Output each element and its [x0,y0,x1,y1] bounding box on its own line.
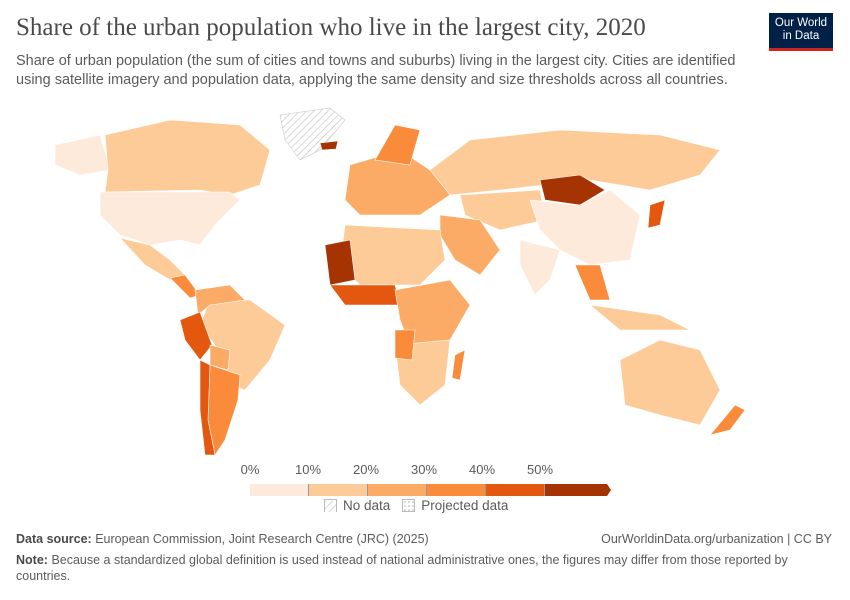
country-china[interactable] [529,189,641,266]
country-peru[interactable] [179,311,213,361]
no-data-label: No data [343,498,391,513]
country-madagascar[interactable] [451,349,466,381]
country-new-zealand[interactable] [709,404,746,436]
country-bolivia[interactable] [209,344,231,371]
owid-logo[interactable]: Our World in Data [769,13,833,51]
legend-bin[interactable] [368,484,427,496]
legend-bin[interactable] [545,484,603,496]
world-map[interactable] [0,100,850,460]
country-australia[interactable] [619,339,721,426]
region-north-africa[interactable] [339,224,446,286]
region-gulf-of-guinea[interactable] [329,284,401,306]
region-scandinavia[interactable] [374,124,421,166]
note-text: Because a standardized global definition… [16,553,788,583]
legend-extra: No data Projected data [324,498,508,513]
country-angola[interactable] [394,329,416,361]
legend-tick: 40% [468,462,496,477]
legend-arrow-icon [603,484,611,496]
no-data-swatch [324,499,337,512]
region-west-africa[interactable] [324,239,356,286]
country-india[interactable] [519,239,561,296]
country-japan[interactable] [647,199,666,229]
legend-bin[interactable] [427,484,486,496]
projected-label: Projected data [421,498,509,513]
source-url[interactable]: OurWorldinData.org/urbanization | CC BY [601,532,832,546]
source-label: Data source: [16,532,92,546]
data-source: Data source: European Commission, Joint … [16,532,429,546]
legend-bin[interactable] [250,484,309,496]
region-southeast-asia[interactable] [574,264,611,301]
country-usa[interactable] [99,191,241,246]
source-text: European Commission, Joint Research Cent… [95,532,429,546]
region-indonesia[interactable] [588,304,691,331]
country-colombia-venezuela[interactable] [194,284,246,316]
legend-tick: 30% [410,462,438,477]
projected-swatch [402,499,416,512]
country-greenland[interactable] [279,107,346,161]
country-canada[interactable] [104,119,271,196]
country-chile[interactable] [199,359,216,456]
legend-tick: 50% [526,462,554,477]
legend-tick: 20% [352,462,380,477]
legend-tick: 0% [240,462,260,477]
country-mongolia[interactable] [539,174,606,206]
region-central-asia[interactable] [459,189,546,231]
country-argentina[interactable] [207,364,241,456]
chart-subtitle: Share of urban population (the sum of ci… [16,53,736,88]
country-alaska[interactable] [54,134,111,176]
note-label: Note: [16,553,48,567]
legend-bins [250,484,611,496]
legend-tick: 10% [294,462,322,477]
legend-bin[interactable] [486,484,545,496]
country-iceland[interactable] [319,140,339,151]
legend-bin[interactable] [309,484,368,496]
chart-title: Share of the urban population who live i… [16,14,646,41]
footnote: Note: Because a standardized global defi… [16,552,826,584]
country-russia[interactable] [429,129,721,196]
